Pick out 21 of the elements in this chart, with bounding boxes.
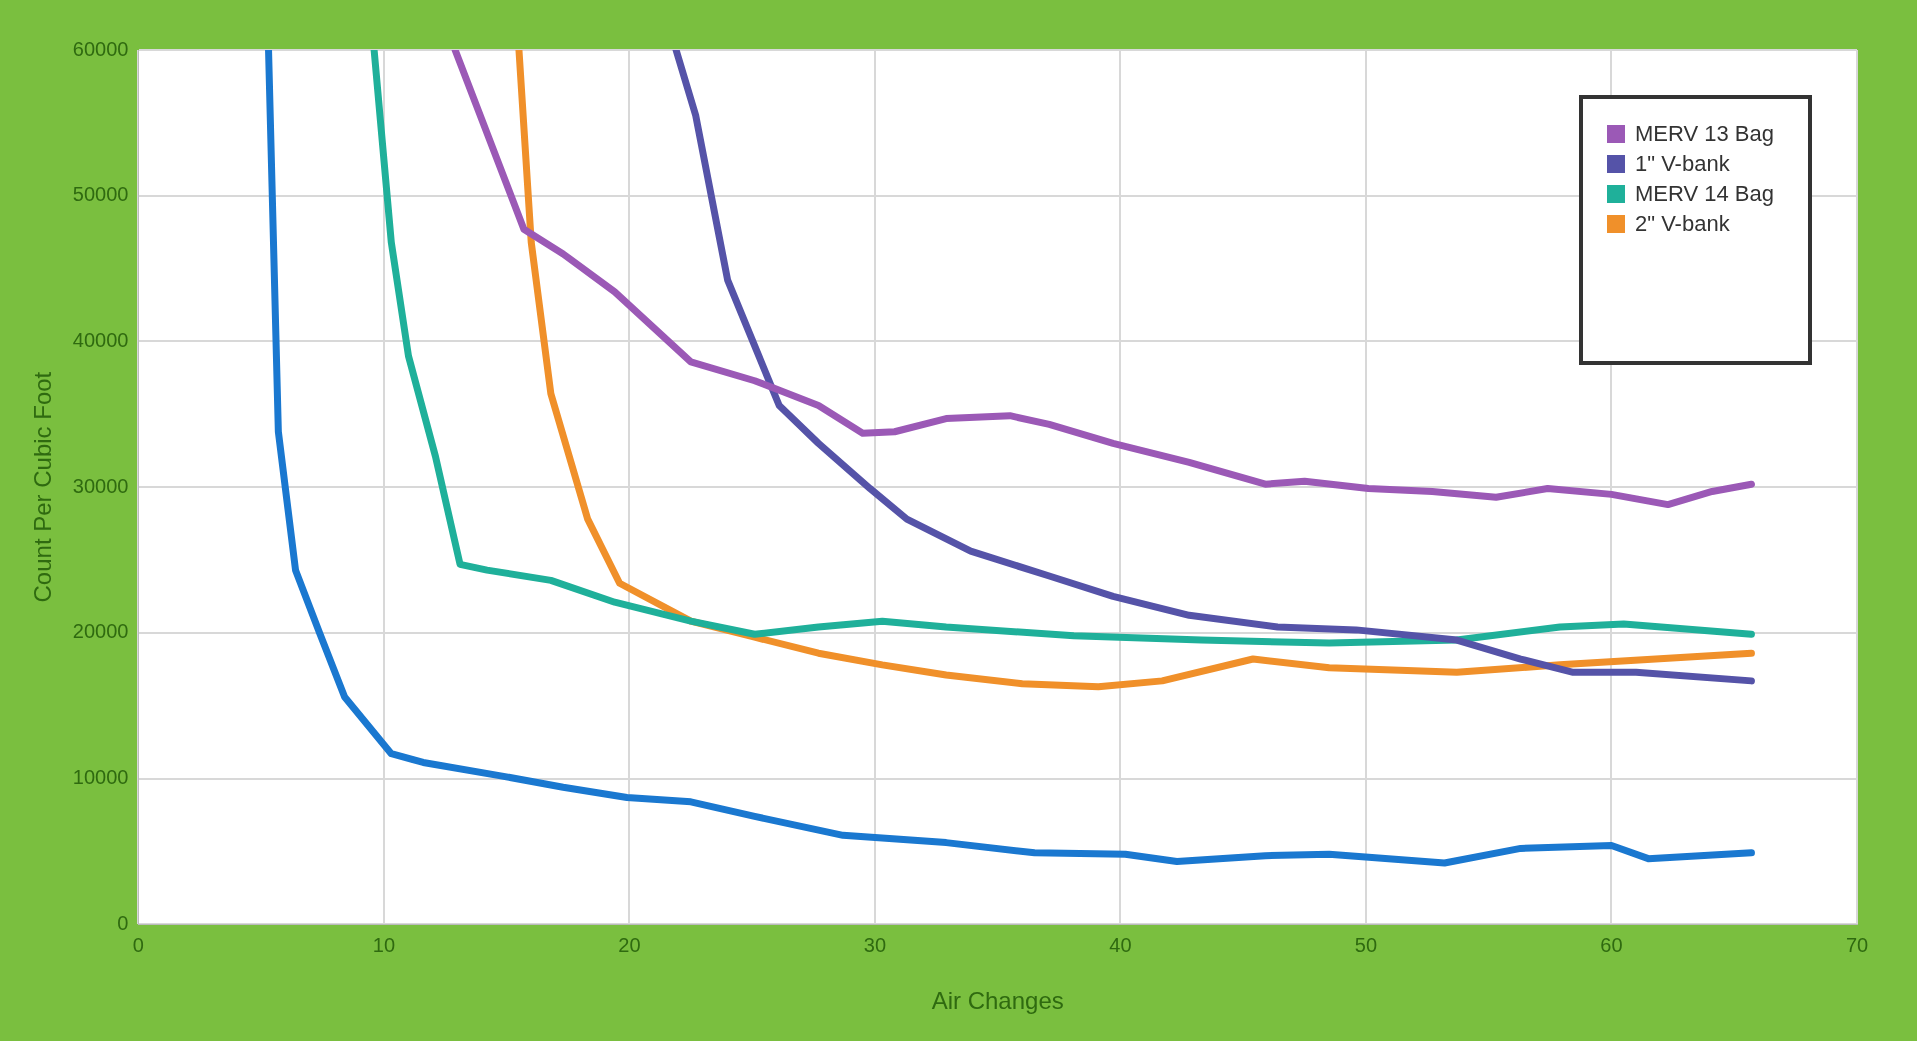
x-tick-label: 60 <box>1600 933 1623 956</box>
legend-label: 2" V-bank <box>1634 211 1730 237</box>
x-axis-title: Air Changes <box>931 987 1064 1015</box>
y-tick-label: 60000 <box>72 37 129 60</box>
y-tick-label: 40000 <box>72 328 129 351</box>
y-tick-label: 20000 <box>72 620 129 643</box>
x-tick-label: 50 <box>1354 933 1378 956</box>
x-tick-label: 40 <box>1109 933 1132 956</box>
y-tick-label: 30000 <box>72 474 129 497</box>
y-tick-label: 0 <box>117 911 129 934</box>
y-tick-label: 50000 <box>72 183 129 206</box>
legend-label: 1" V-bank <box>1634 151 1730 177</box>
x-tick-label: 20 <box>618 933 641 956</box>
legend-label: MERV 14 Bag <box>1634 181 1774 207</box>
x-tick-label: 30 <box>863 933 887 956</box>
x-tick-label: 0 <box>132 933 144 956</box>
x-tick-label: 10 <box>372 933 396 956</box>
y-axis-title: Count Per Cubic Foot <box>29 371 57 603</box>
y-tick-label: 10000 <box>72 766 129 789</box>
x-tick-label: 70 <box>1845 933 1869 956</box>
legend-label: MERV 13 Bag <box>1634 121 1774 147</box>
